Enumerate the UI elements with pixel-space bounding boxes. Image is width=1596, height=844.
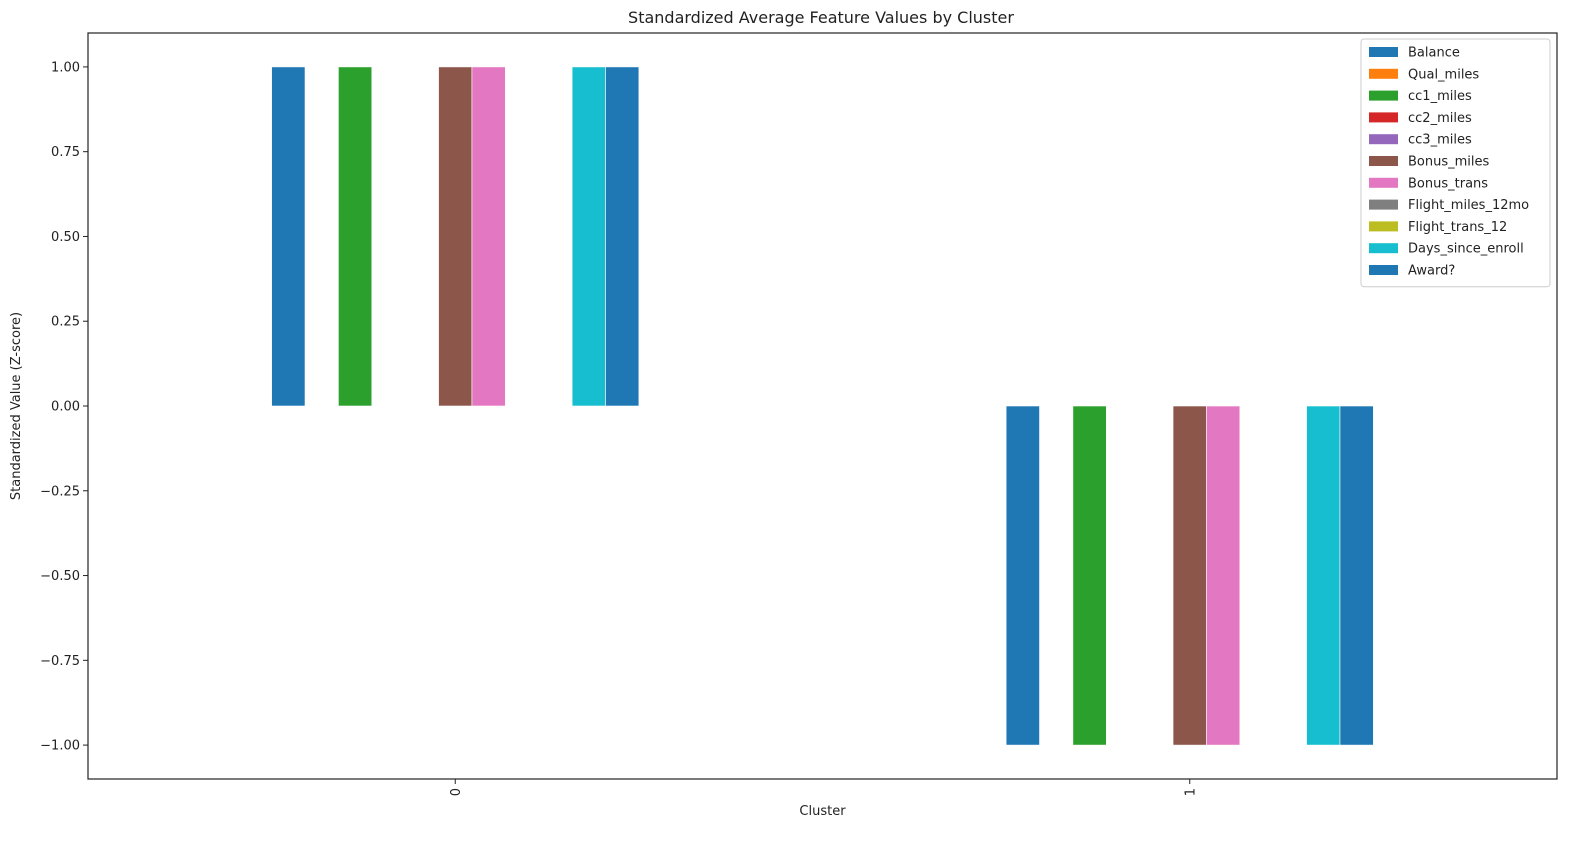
- legend-swatch: [1369, 156, 1398, 166]
- y-axis: 1.00 0.75 0.50 0.25 0.00 −0.25 −0.50 −0.75 −1.00: [40, 60, 88, 754]
- legend-entry-label: cc2_miles: [1408, 111, 1472, 126]
- legend-entry-label: Award?: [1408, 264, 1455, 279]
- bar-balance-cluster-1: [1005, 405, 1040, 746]
- bar-balance-cluster-0: [271, 66, 306, 407]
- x-tick-label: 0: [449, 788, 464, 796]
- x-tick-label: 1: [1183, 788, 1198, 796]
- bar-days-since-enroll-cluster-1: [1306, 405, 1341, 746]
- legend-entry-label: Days_since_enroll: [1408, 242, 1524, 257]
- legend-box: [1360, 38, 1551, 288]
- legend-swatch: [1369, 199, 1398, 210]
- y-tick-label: 0.75: [51, 145, 80, 160]
- y-tick-label: 0.25: [51, 315, 80, 330]
- bar-award-cluster-0: [605, 66, 640, 407]
- y-tick-label: −0.50: [40, 569, 80, 584]
- legend-swatch: [1369, 134, 1398, 145]
- y-tick-label: 0.00: [51, 400, 80, 415]
- bars-layer: [271, 66, 1374, 746]
- y-tick-label: −1.00: [40, 739, 80, 754]
- legend-swatch: [1369, 221, 1398, 232]
- y-axis-label: Standardized Value (Z-score): [9, 312, 24, 500]
- legend-swatch: [1369, 265, 1398, 275]
- legend-swatch: [1369, 90, 1398, 101]
- legend-swatch: [1369, 68, 1398, 79]
- legend-entry-label: Flight_miles_12mo: [1408, 198, 1529, 213]
- legend-swatch: [1369, 177, 1398, 188]
- legend-entry-label: cc3_miles: [1408, 133, 1472, 148]
- bar-days-since-enroll-cluster-0: [571, 66, 606, 407]
- chart-title: Standardized Average Feature Values by C…: [628, 8, 1014, 27]
- legend-swatch: [1369, 243, 1398, 254]
- legend-entry-label: Balance: [1408, 46, 1460, 61]
- bar-award-cluster-1: [1339, 405, 1374, 746]
- bar-bonus-trans-cluster-1: [1206, 405, 1241, 746]
- bar-cc1-miles-cluster-1: [1072, 405, 1107, 746]
- x-axis-label: Cluster: [799, 804, 846, 819]
- y-tick-label: −0.25: [40, 484, 80, 499]
- legend-entry-label: Qual_miles: [1408, 67, 1479, 82]
- legend-entry-label: Bonus_miles: [1408, 155, 1490, 170]
- y-tick-label: 0.50: [51, 230, 80, 245]
- bar-cc1-miles-cluster-0: [338, 66, 373, 407]
- legend: Balance Qual_miles cc1_miles cc2_miles cc3_m…: [1360, 38, 1551, 288]
- legend-swatch: [1369, 112, 1398, 123]
- y-tick-label: 1.00: [51, 60, 80, 75]
- legend-entry-label: Bonus_trans: [1408, 176, 1488, 191]
- bar-bonus-miles-cluster-0: [438, 66, 473, 407]
- legend-entry-label: Flight_trans_12: [1408, 220, 1507, 235]
- y-tick-label: −0.75: [40, 654, 80, 669]
- bar-bonus-miles-cluster-1: [1172, 405, 1207, 746]
- bar-bonus-trans-cluster-0: [471, 66, 506, 407]
- legend-swatch: [1369, 47, 1398, 57]
- legend-entry-label: cc1_miles: [1408, 89, 1472, 104]
